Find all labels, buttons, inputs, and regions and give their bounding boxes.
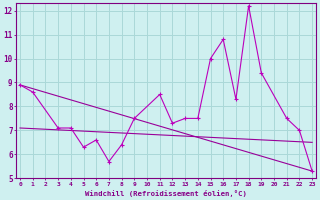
- X-axis label: Windchill (Refroidissement éolien,°C): Windchill (Refroidissement éolien,°C): [85, 190, 247, 197]
